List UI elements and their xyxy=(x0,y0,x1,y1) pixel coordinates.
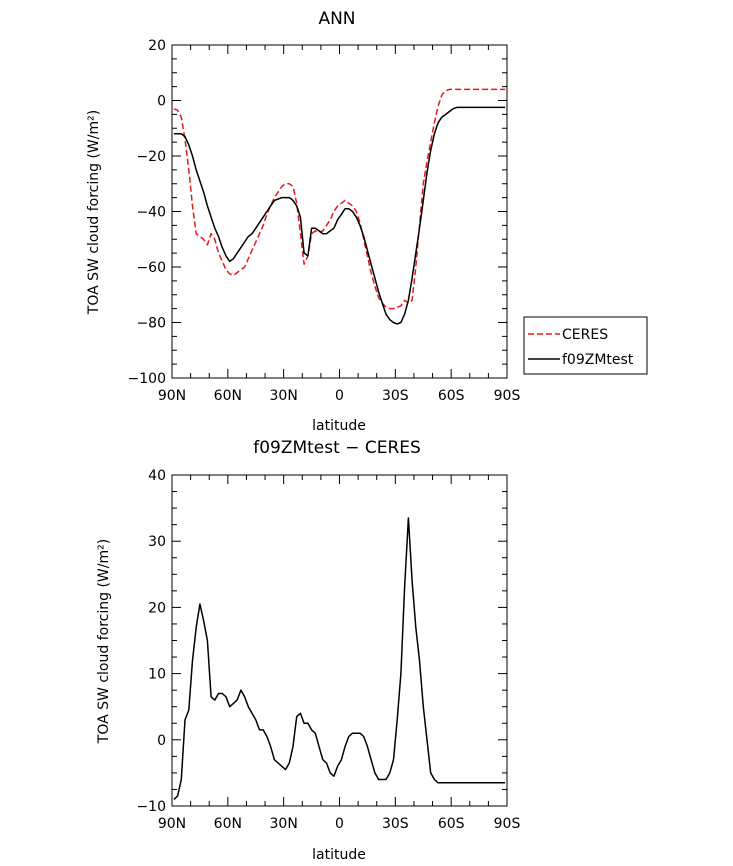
legend-label-ceres: CERES xyxy=(562,327,608,343)
bottom-y-axis-label: TOA SW cloud forcing (W/m²) xyxy=(96,539,112,744)
top-x-tick-label: 30S xyxy=(382,388,409,404)
top-panel-title: ANN xyxy=(318,9,355,29)
bottom-x-tick-label: 30S xyxy=(382,816,409,832)
top-x-tick-label: 90N xyxy=(158,388,186,404)
top-y-tick-label: 0 xyxy=(157,94,166,110)
top-x-tick-label: 60N xyxy=(214,388,242,404)
legend-box xyxy=(523,316,648,375)
top-x-tick-label: 30N xyxy=(270,388,298,404)
top-x-tick-label: 90S xyxy=(494,388,521,404)
top-y-tick-label: −40 xyxy=(136,205,166,221)
bottom-y-ticks: 40 30 20 10 0 −10 xyxy=(136,468,507,815)
top-y-tick-label: −60 xyxy=(136,260,166,276)
top-y-tick-label: −20 xyxy=(136,149,166,165)
top-x-tick-label: 0 xyxy=(335,388,344,404)
bottom-y-tick-label: 20 xyxy=(148,600,166,616)
bottom-y-tick-label: 40 xyxy=(148,468,166,484)
top-legend: CERES f09ZMtest xyxy=(523,316,648,375)
top-series-line-ceres xyxy=(173,88,506,310)
bottom-y-tick-label: 0 xyxy=(157,733,166,749)
bottom-x-tick-label: 60N xyxy=(214,816,242,832)
top-x-ticks: 90N 60N 30N 0 30S 60S 90S xyxy=(158,45,521,404)
top-y-tick-label: −100 xyxy=(128,371,166,387)
bottom-series-lines xyxy=(173,517,506,800)
bottom-y-tick-label: 30 xyxy=(148,534,166,550)
bottom-x-tick-label: 0 xyxy=(335,816,344,832)
legend-label-f09zmtest: f09ZMtest xyxy=(562,352,634,368)
bottom-panel: f09ZMtest − CERES 40 30 20 10 0 −10 90N 60N 30N… xyxy=(96,438,520,863)
top-x-axis-label: latitude xyxy=(312,418,366,434)
top-series-line-f09zmtest xyxy=(173,106,506,325)
top-y-tick-label: −80 xyxy=(136,316,166,332)
bottom-y-tick-label: 10 xyxy=(148,667,166,683)
top-y-axis-label: TOA SW cloud forcing (W/m²) xyxy=(86,110,102,315)
bottom-y-tick-label: −10 xyxy=(136,799,166,815)
top-panel: ANN 20 0 −20 −40 −60 −80 −100 90N 60N 30N 0 30S 60S… xyxy=(86,9,648,434)
top-x-tick-label: 60S xyxy=(438,388,465,404)
bottom-plot-frame xyxy=(171,474,508,807)
top-y-ticks: 20 0 −20 −40 −60 −80 −100 xyxy=(128,38,507,387)
bottom-x-tick-label: 90S xyxy=(494,816,521,832)
bottom-x-tick-label: 90N xyxy=(158,816,186,832)
bottom-panel-title: f09ZMtest − CERES xyxy=(253,438,421,458)
bottom-x-tick-label: 30N xyxy=(270,816,298,832)
bottom-series-line-difference xyxy=(173,517,506,800)
bottom-x-axis-label: latitude xyxy=(312,847,366,863)
top-y-tick-label: 20 xyxy=(148,38,166,54)
bottom-x-tick-label: 60S xyxy=(438,816,465,832)
bottom-x-ticks: 90N 60N 30N 0 30S 60S 90S xyxy=(158,475,521,832)
top-series-lines xyxy=(173,88,506,325)
top-plot-frame xyxy=(171,44,508,379)
